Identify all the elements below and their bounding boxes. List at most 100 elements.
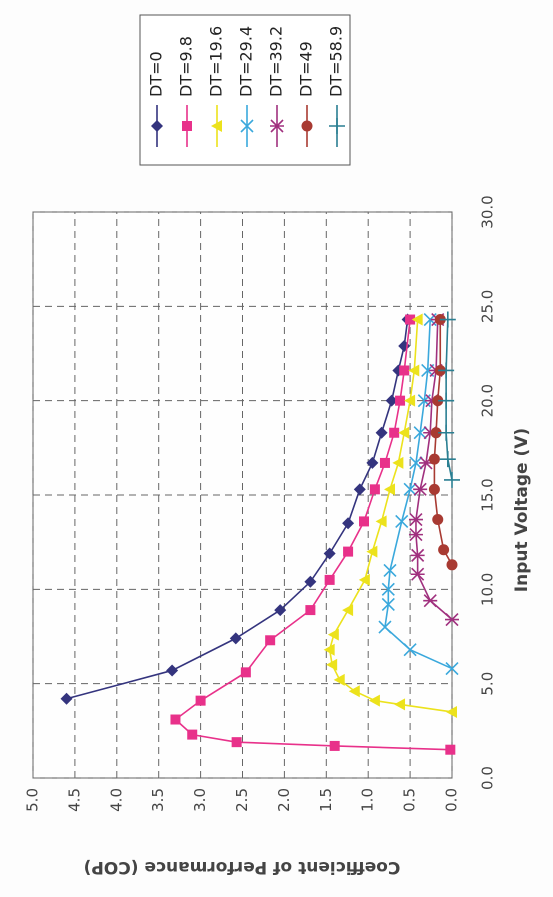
rotated-chart: Input Voltage (V) Coefficient of Perform… <box>24 14 532 877</box>
marker <box>383 563 397 578</box>
y-axis-title: Coefficient of Performance (COP) <box>84 857 401 877</box>
x-axis-title: Input Voltage (V) <box>512 428 532 592</box>
y-tick-label: 3.0 <box>191 788 209 812</box>
marker <box>187 729 198 740</box>
marker <box>342 517 355 530</box>
marker <box>428 453 440 465</box>
marker <box>375 515 387 528</box>
marker <box>432 395 444 407</box>
y-tick-label: 2.0 <box>275 788 293 812</box>
series-line <box>415 319 453 621</box>
y-tick-label: 0.5 <box>401 788 419 812</box>
x-tick-label: 30.0 <box>479 195 497 228</box>
marker <box>404 394 416 407</box>
marker <box>411 313 423 326</box>
legend-marker <box>270 119 284 133</box>
marker <box>327 628 339 641</box>
marker <box>383 483 395 496</box>
marker <box>353 483 366 496</box>
marker <box>304 575 317 588</box>
y-tick-label: 2.5 <box>233 788 251 812</box>
marker <box>229 632 242 645</box>
marker <box>438 392 455 409</box>
marker <box>381 597 395 611</box>
legend-label: DT=29.4 <box>237 26 256 97</box>
marker <box>410 548 425 562</box>
marker <box>438 362 455 379</box>
marker <box>410 567 425 581</box>
marker <box>430 427 442 439</box>
marker <box>359 516 370 527</box>
legend-marker <box>182 121 192 131</box>
y-tick-label: 1.5 <box>317 788 335 812</box>
marker <box>348 685 360 698</box>
marker <box>195 695 206 706</box>
marker <box>343 546 354 557</box>
marker <box>324 574 335 585</box>
marker <box>408 512 423 527</box>
marker <box>240 667 251 678</box>
marker <box>428 483 440 495</box>
marker <box>395 514 409 528</box>
legend-marker <box>329 118 345 134</box>
marker <box>366 456 379 469</box>
marker <box>368 694 380 707</box>
marker <box>385 394 398 407</box>
legend-label: DT=9.8 <box>177 36 196 97</box>
x-tick-label: 25.0 <box>479 290 497 323</box>
legend-label: DT=39.2 <box>267 26 286 97</box>
marker <box>445 612 459 627</box>
marker <box>389 427 400 438</box>
marker <box>394 698 406 711</box>
marker <box>413 482 428 496</box>
marker <box>409 456 423 470</box>
marker <box>403 643 417 657</box>
marker <box>446 705 457 718</box>
marker <box>423 594 438 608</box>
marker <box>408 364 420 377</box>
y-tick-label: 4.0 <box>107 788 125 812</box>
x-tick-label: 15.0 <box>479 478 497 511</box>
series-line <box>174 319 451 751</box>
marker <box>405 314 416 325</box>
x-tick-label: 10.0 <box>479 573 497 606</box>
marker <box>265 635 276 646</box>
marker <box>444 471 460 488</box>
marker <box>375 426 388 439</box>
marker <box>333 673 345 686</box>
marker <box>366 545 378 558</box>
marker <box>445 662 459 676</box>
marker <box>323 643 335 656</box>
marker <box>274 604 287 617</box>
legend-marker <box>301 120 313 132</box>
legend-box <box>139 14 351 166</box>
x-tick-label: 20.0 <box>479 384 497 417</box>
y-tick-label: 0.0 <box>443 788 461 812</box>
marker <box>438 424 455 441</box>
marker <box>369 484 380 495</box>
marker <box>395 395 406 406</box>
legend-label: DT=58.9 <box>327 26 346 97</box>
marker <box>231 737 242 748</box>
marker <box>399 365 410 376</box>
marker <box>392 456 404 469</box>
marker <box>439 451 456 468</box>
y-tick-label: 3.5 <box>149 788 167 812</box>
legend-marker <box>151 120 163 132</box>
marker <box>403 482 417 496</box>
x-tick-label: 0.0 <box>479 766 497 790</box>
marker <box>378 620 392 634</box>
marker <box>170 714 181 725</box>
marker <box>358 573 370 586</box>
x-tick-label: 5.0 <box>479 672 497 696</box>
marker <box>326 658 338 671</box>
marker <box>413 426 427 440</box>
marker <box>381 582 395 596</box>
marker <box>445 744 456 755</box>
marker <box>432 514 444 526</box>
legend-label: DT=19.6 <box>207 26 226 97</box>
marker <box>305 605 316 616</box>
marker <box>342 604 354 617</box>
marker <box>398 426 410 439</box>
